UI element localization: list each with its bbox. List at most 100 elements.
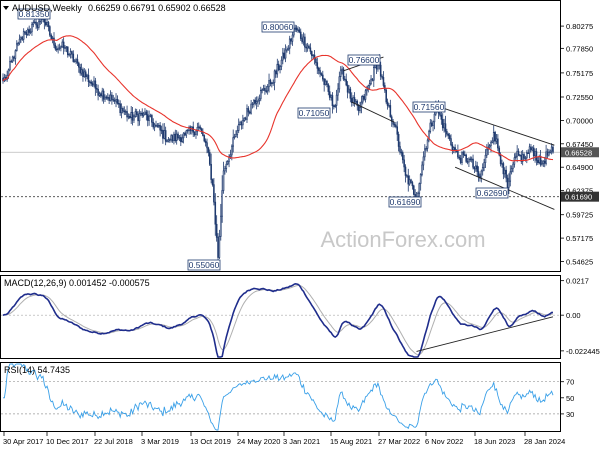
candle-body	[301, 38, 303, 43]
candle-body	[118, 103, 120, 105]
candle-body	[512, 163, 514, 169]
candle-body	[255, 101, 258, 104]
candle-body	[272, 82, 274, 84]
candle-body	[399, 146, 401, 153]
candle-body	[126, 111, 128, 118]
candle-body	[422, 156, 425, 166]
price-annotation-label: 0.55060	[189, 260, 220, 270]
candle-body	[181, 137, 183, 142]
candle-body	[473, 166, 476, 170]
candle-body	[541, 163, 543, 165]
candle-body	[54, 44, 57, 50]
candle-body	[173, 133, 175, 141]
price-tick-label: 0.72550	[566, 93, 593, 102]
support-price-tag	[561, 191, 599, 202]
candle-body	[517, 150, 520, 156]
candle-body	[368, 83, 371, 86]
price-tick-label: 0.64900	[566, 163, 593, 172]
candle-body	[47, 22, 50, 27]
price-annotation-box	[261, 21, 295, 33]
candle-body	[490, 142, 492, 146]
candle-body	[519, 154, 521, 157]
rsi-tick-label: 70	[566, 378, 574, 387]
candle-body	[328, 91, 331, 98]
time-axis: 30 Apr 2017 10 Dec 2017 22 Jul 2018 3 Mar 2…	[3, 432, 565, 446]
candle-body	[476, 165, 478, 172]
candle-body	[122, 108, 124, 112]
candle-body	[257, 99, 259, 102]
dropdown-triangle-icon[interactable]	[3, 6, 9, 10]
price-annotation-label: 0.81350	[19, 9, 50, 19]
candle-body	[57, 47, 59, 50]
falling-channel-upper-line	[435, 105, 555, 146]
candle-body	[36, 24, 39, 28]
candle-body	[346, 84, 349, 93]
candle-body	[123, 110, 126, 113]
candle-body	[283, 52, 285, 59]
candle-body	[531, 147, 534, 151]
macd-line	[2, 282, 554, 358]
price-panel	[0, 0, 561, 272]
candle-body	[291, 34, 294, 42]
candle-body	[13, 56, 15, 59]
time-tick-label: 3 Jan 2021	[283, 437, 320, 446]
candle-body	[141, 112, 144, 116]
candle-body	[108, 97, 110, 101]
candle-body	[450, 138, 452, 146]
candle-body	[502, 163, 505, 175]
candle-body	[320, 73, 323, 76]
macd-label: MACD(12,26,9) 0.001452 -0.000575	[4, 278, 150, 288]
candle-body	[498, 147, 501, 156]
candle-body	[282, 52, 284, 61]
candle-body	[14, 50, 17, 59]
candle-body	[530, 146, 532, 151]
candle-body	[248, 111, 251, 114]
candle-body	[361, 95, 364, 103]
candle-body	[159, 125, 161, 131]
candle-body	[133, 116, 135, 121]
candle-body	[61, 41, 64, 48]
candle-body	[441, 119, 444, 129]
macd-axis: 0.0217 0.00 -0.022445	[560, 277, 600, 356]
candle-body	[97, 88, 99, 96]
candle-body	[411, 182, 414, 187]
candle-body	[76, 59, 79, 64]
price-axis: 0.80275 0.77850 0.75175 0.72550 0.70000 0.674…	[560, 22, 599, 267]
candle-body	[364, 90, 367, 100]
candle-body	[404, 166, 407, 176]
candle-body	[276, 63, 279, 75]
candle-body	[240, 121, 243, 126]
candle-body	[295, 27, 298, 31]
macd-tick-label: 0.0217	[566, 277, 589, 286]
candle-body	[495, 138, 498, 142]
symbol-label: AUDUSD,Weekly	[12, 3, 82, 13]
candle-body	[341, 68, 343, 71]
candle-body	[115, 98, 117, 102]
candle-body	[480, 170, 483, 179]
candle-body	[71, 51, 73, 55]
candle-body	[521, 154, 524, 162]
candle-body	[231, 145, 233, 156]
candle-body	[312, 54, 314, 57]
candle-body	[72, 53, 75, 62]
candle-body	[221, 190, 223, 217]
candle-body	[116, 98, 119, 104]
candle-body	[288, 38, 291, 49]
candle-body	[481, 167, 484, 172]
candle-body	[243, 117, 246, 121]
price-tick-label: 0.59725	[566, 211, 593, 220]
candle-body	[105, 96, 108, 99]
price-annotation-label: 0.62690	[477, 188, 508, 198]
candle-body	[316, 62, 319, 69]
candle-body	[528, 146, 531, 154]
candle-body	[27, 29, 29, 36]
candle-body	[477, 171, 480, 177]
candle-body	[446, 131, 448, 135]
candle-body	[104, 96, 106, 100]
candle-body	[11, 56, 14, 62]
candle-body	[309, 47, 312, 52]
candle-body	[397, 134, 400, 147]
candle-body	[406, 175, 408, 177]
candle-body	[470, 158, 473, 161]
candle-body	[78, 62, 80, 68]
